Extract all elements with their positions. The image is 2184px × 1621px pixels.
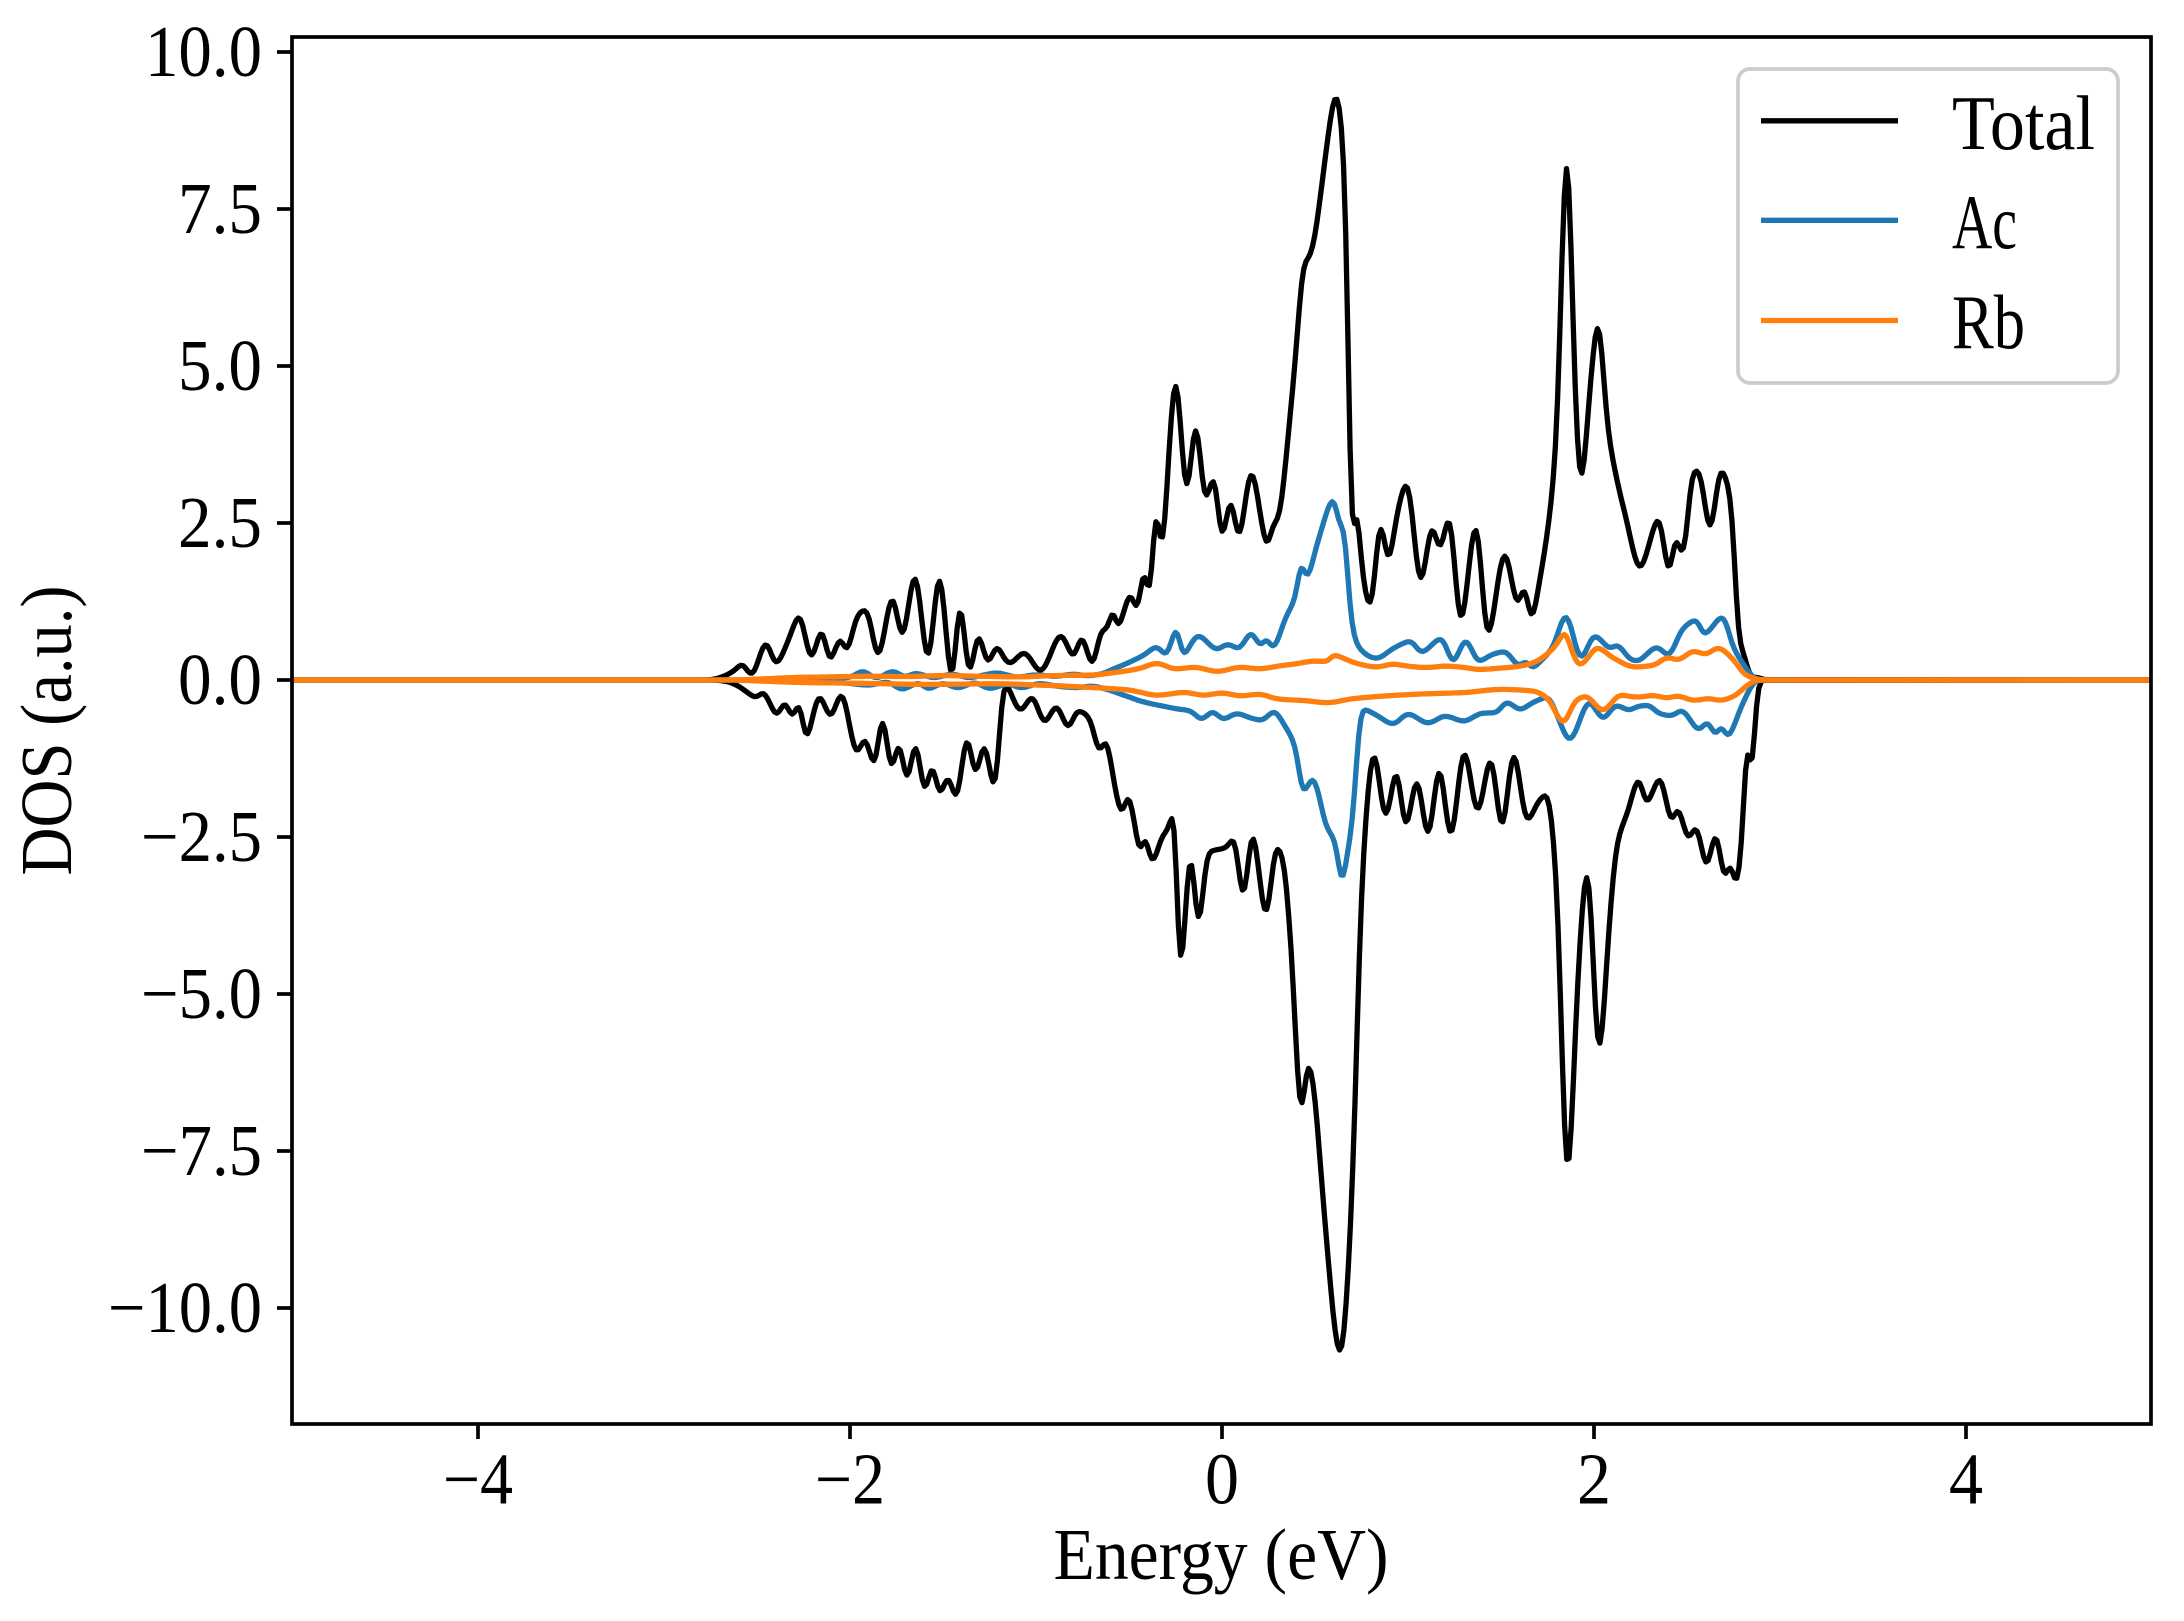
svg-text:0: 0 — [1205, 1439, 1239, 1520]
svg-text:2: 2 — [1577, 1439, 1611, 1520]
svg-text:DOS (a.u.): DOS (a.u.) — [6, 586, 87, 876]
svg-text:0.0: 0.0 — [178, 639, 262, 720]
svg-text:2.5: 2.5 — [178, 482, 262, 563]
svg-text:Energy (eV): Energy (eV) — [1054, 1514, 1389, 1595]
svg-text:4: 4 — [1949, 1439, 1983, 1520]
svg-text:−4: −4 — [443, 1439, 513, 1520]
svg-text:10.0: 10.0 — [145, 11, 262, 92]
svg-text:−7.5: −7.5 — [141, 1110, 262, 1191]
svg-text:−5.0: −5.0 — [141, 953, 262, 1034]
svg-text:−2.5: −2.5 — [141, 796, 262, 877]
svg-text:−2: −2 — [815, 1439, 885, 1520]
svg-text:Rb: Rb — [1952, 279, 2025, 365]
svg-text:7.5: 7.5 — [178, 168, 262, 249]
svg-text:5.0: 5.0 — [178, 325, 262, 406]
svg-text:Ac: Ac — [1952, 179, 2017, 265]
svg-text:−10.0: −10.0 — [108, 1267, 262, 1348]
svg-text:Total: Total — [1952, 80, 2095, 166]
